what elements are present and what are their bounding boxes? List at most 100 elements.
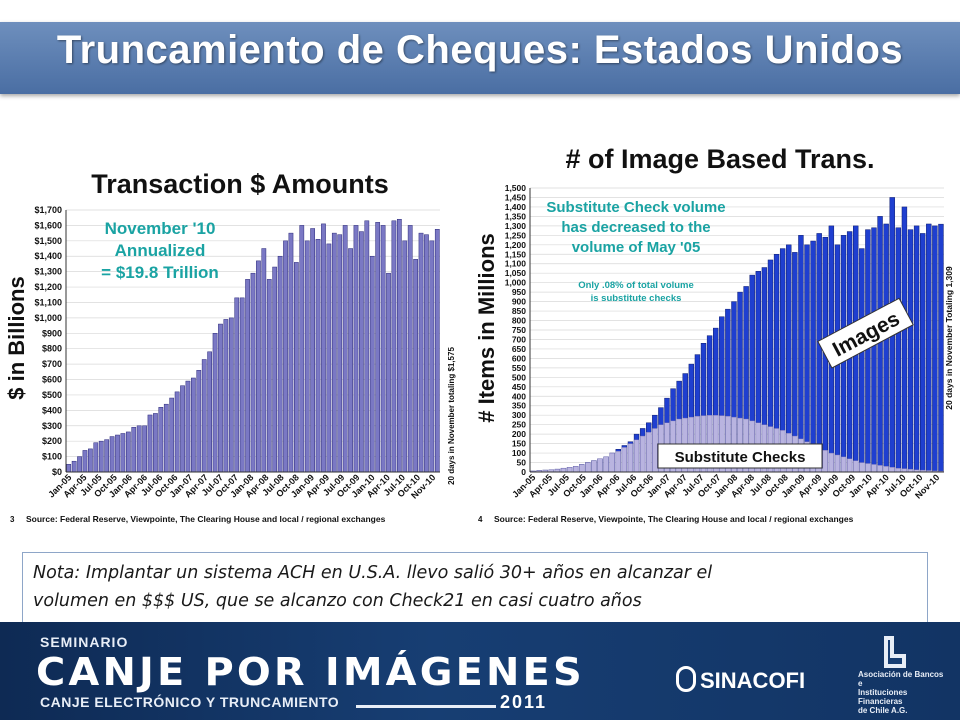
footer-year: 2011 <box>500 692 548 712</box>
y-tick-label: $900 <box>42 328 62 338</box>
substitute-checks-bar <box>585 462 591 473</box>
bar <box>131 427 137 473</box>
bar <box>153 413 158 473</box>
bar <box>125 431 131 473</box>
bar <box>163 403 169 473</box>
bar <box>201 359 207 473</box>
bar <box>104 439 110 473</box>
y-tick-label: 950 <box>512 287 526 297</box>
bar <box>218 323 223 473</box>
bar <box>294 262 299 473</box>
substitute-checks-bar <box>615 450 621 473</box>
y-tick-label: $800 <box>42 344 62 354</box>
bar <box>402 240 408 473</box>
bar <box>82 450 88 473</box>
y-tick-label: $0 <box>52 467 62 477</box>
images-bar <box>859 248 865 473</box>
images-bar <box>938 223 944 473</box>
y-tick-label: 550 <box>512 363 526 373</box>
bar <box>299 225 305 473</box>
bar <box>120 433 126 473</box>
substitute-checks-bar <box>621 447 628 473</box>
bar <box>228 317 234 473</box>
bar <box>434 229 440 473</box>
y-tick-label: 350 <box>512 401 526 411</box>
substitute-checks-bar <box>579 464 585 473</box>
bar <box>369 255 375 473</box>
bar <box>93 442 99 473</box>
callout-line: Substitute Check volume <box>546 199 725 216</box>
images-bar <box>804 244 810 473</box>
abif-line-1: Asociación de Bancos e <box>858 670 944 688</box>
substitute-checks-bar <box>834 454 841 473</box>
bar <box>321 223 326 473</box>
bar <box>98 440 104 473</box>
images-bar <box>901 206 908 473</box>
source-note: Source: Federal Reserve, Viewpointe, The… <box>494 514 854 524</box>
abif-logo-icon <box>884 636 906 668</box>
y-tick-label: $1,600 <box>34 220 62 230</box>
bar <box>180 385 185 473</box>
footer-canje-title: CANJE POR IMÁGENES <box>36 650 585 694</box>
images-bar <box>798 235 804 473</box>
y-tick-label: $100 <box>42 452 62 462</box>
images-bar <box>865 229 871 473</box>
substitute-checks-bar <box>597 458 603 473</box>
images-bar <box>871 227 877 473</box>
small-callout-line: is substitute checks <box>591 293 682 304</box>
bar <box>174 391 180 473</box>
bar <box>250 272 256 473</box>
image-based-trans-chart: # of Image Based Trans. # Items in Millio… <box>474 144 954 524</box>
y-tick-label: $600 <box>42 375 62 385</box>
bar <box>66 464 72 473</box>
substitute-checks-bar <box>828 452 835 473</box>
substitute-checks-bar <box>639 435 646 473</box>
note-line-1: Nota: Implantar un sistema ACH en U.S.A.… <box>33 563 713 583</box>
abif-line-2: Instituciones Financieras <box>858 688 908 706</box>
y-axis-label: $ in Billions <box>4 276 29 399</box>
y-tick-label: 50 <box>517 458 527 468</box>
substitute-checks-bar <box>883 466 889 473</box>
images-bar <box>926 223 932 473</box>
bar <box>429 240 435 473</box>
bar <box>407 225 413 473</box>
bar <box>326 243 332 473</box>
source-note: Source: Federal Reserve, Viewpointe, The… <box>26 514 386 524</box>
substitute-checks-bar <box>627 443 634 473</box>
substitute-checks-bar <box>871 464 877 473</box>
images-bar <box>895 227 902 473</box>
substitute-checks-bar <box>901 468 908 473</box>
callout-line: = $19.8 Trillion <box>101 263 219 282</box>
images-bar <box>877 216 883 473</box>
bar <box>147 414 153 473</box>
y-tick-label: $400 <box>42 405 62 415</box>
bar <box>386 272 391 473</box>
y-tick-label: $300 <box>42 421 62 431</box>
y-tick-label: 500 <box>512 372 526 382</box>
substitute-checks-bar <box>566 467 573 473</box>
substitute-checks-bar <box>633 439 640 473</box>
bar <box>348 248 353 473</box>
images-bar <box>913 225 920 473</box>
y-tick-label: 1,250 <box>505 230 527 240</box>
bar <box>315 239 321 473</box>
substitute-checks-bar <box>895 468 901 473</box>
bar <box>88 448 93 473</box>
callout-line: Annualized <box>115 241 206 260</box>
bar <box>331 232 337 473</box>
bar <box>418 232 424 473</box>
substitute-checks-bar <box>646 432 652 473</box>
bar <box>342 225 348 473</box>
substitute-checks-bar <box>853 460 859 473</box>
y-tick-label: 1,200 <box>505 240 527 250</box>
y-tick-label: 1,000 <box>505 278 527 288</box>
footer-subtitle: CANJE ELECTRÓNICO Y TRUNCAMIENTO <box>40 694 340 710</box>
bar <box>245 279 250 473</box>
small-callout-line: Only .08% of total volume <box>578 280 694 291</box>
y-tick-label: 1,500 <box>505 183 527 193</box>
callout-line: has decreased to the <box>561 219 710 236</box>
callout-line: November '10 <box>105 219 216 238</box>
y-tick-label: 900 <box>512 297 526 307</box>
y-tick-label: 150 <box>512 439 526 449</box>
footer-divider <box>356 705 496 708</box>
